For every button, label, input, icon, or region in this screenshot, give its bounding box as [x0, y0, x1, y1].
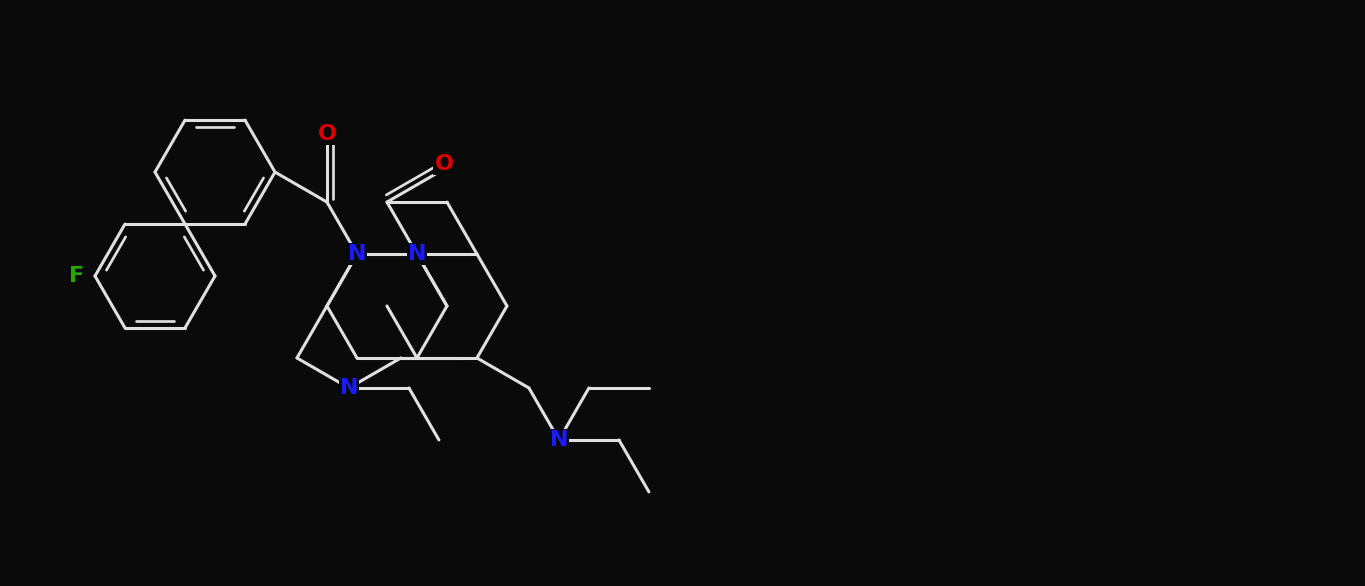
Text: N: N: [550, 430, 568, 450]
Text: N: N: [340, 378, 358, 398]
Text: N: N: [408, 244, 426, 264]
Text: O: O: [318, 124, 336, 144]
Text: N: N: [348, 244, 366, 264]
Text: F: F: [70, 266, 85, 286]
Text: O: O: [434, 154, 453, 174]
Text: N: N: [348, 244, 366, 264]
